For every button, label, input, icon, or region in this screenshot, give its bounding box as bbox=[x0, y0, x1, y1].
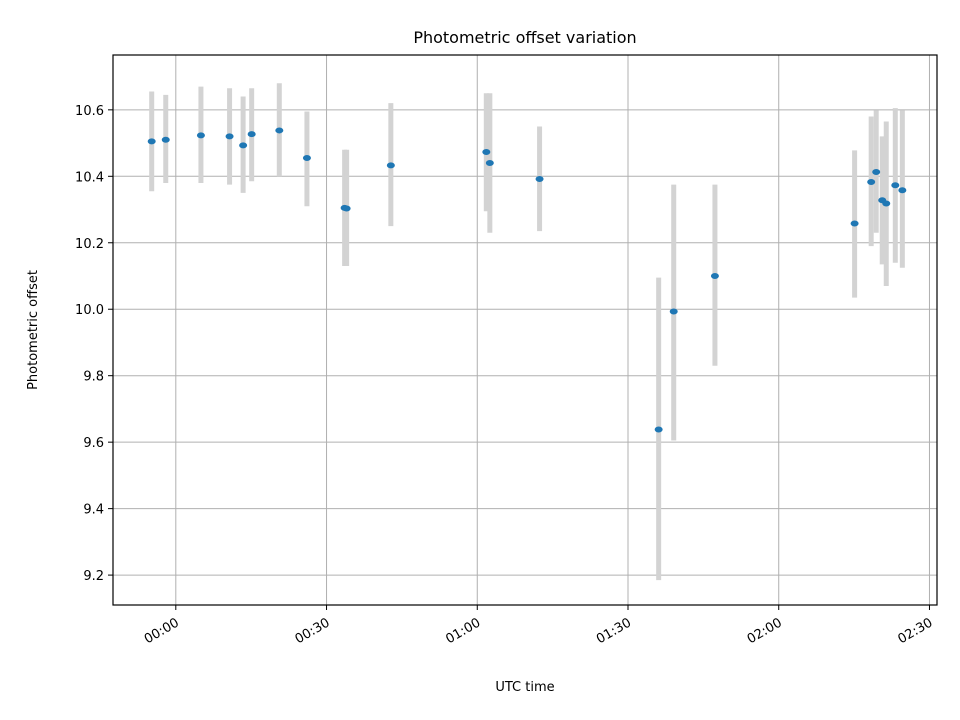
data-point bbox=[386, 162, 395, 169]
data-point bbox=[302, 155, 311, 162]
data-point bbox=[196, 132, 205, 139]
data-point bbox=[654, 426, 663, 433]
data-point bbox=[891, 182, 900, 189]
y-tick-label: 9.2 bbox=[83, 569, 104, 584]
data-point bbox=[342, 205, 351, 212]
data-point bbox=[247, 131, 256, 138]
data-point bbox=[239, 142, 248, 149]
data-points bbox=[147, 127, 907, 433]
y-tick-label: 10.6 bbox=[75, 104, 104, 119]
data-point bbox=[161, 136, 170, 143]
data-point bbox=[898, 187, 907, 194]
data-point bbox=[275, 127, 284, 134]
y-tick-label: 9.4 bbox=[83, 503, 104, 518]
data-point bbox=[669, 308, 678, 315]
y-tick-label: 10.2 bbox=[75, 237, 104, 252]
data-point bbox=[225, 133, 234, 140]
y-tick-label: 9.8 bbox=[83, 370, 104, 385]
data-point bbox=[850, 220, 859, 227]
chart-title: Photometric offset variation bbox=[413, 28, 636, 47]
data-point bbox=[872, 168, 881, 175]
y-tick-label: 10.0 bbox=[75, 303, 104, 318]
data-point bbox=[485, 160, 494, 167]
y-tick-label: 10.4 bbox=[75, 170, 104, 185]
data-point bbox=[535, 175, 544, 182]
plot-frame bbox=[112, 54, 938, 606]
data-point bbox=[147, 138, 156, 145]
grid bbox=[113, 55, 937, 605]
data-point bbox=[867, 178, 876, 185]
data-point bbox=[482, 149, 491, 156]
data-point bbox=[882, 200, 891, 207]
data-point bbox=[710, 272, 719, 279]
y-axis-ticks: 9.2 9.4 9.6 9.8 10.0 10.2 10.4 10.6 bbox=[75, 104, 113, 584]
y-axis-label: Photometric offset bbox=[26, 270, 41, 390]
x-axis-label: UTC time bbox=[495, 680, 554, 695]
y-tick-label: 9.6 bbox=[83, 436, 104, 451]
